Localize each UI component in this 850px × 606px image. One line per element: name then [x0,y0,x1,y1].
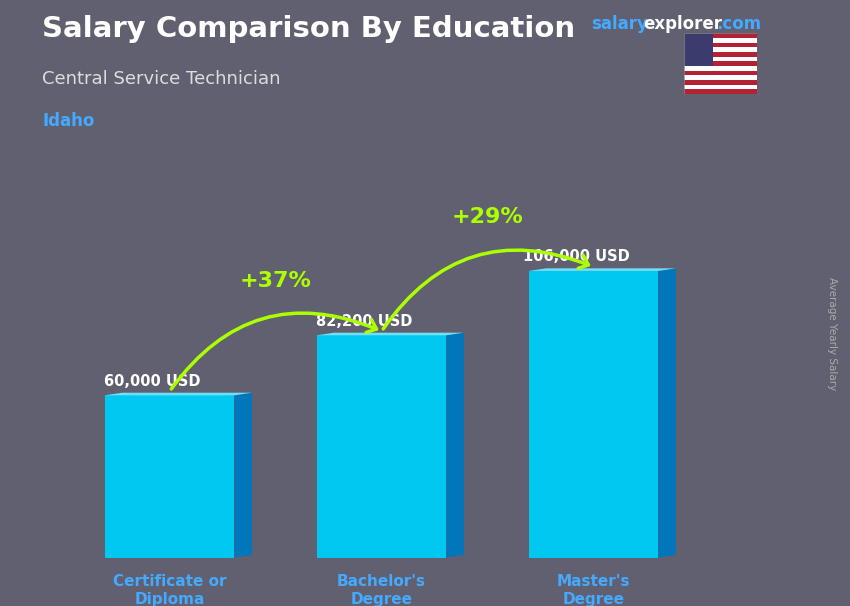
Bar [684,66,756,71]
Bar [317,335,446,558]
Polygon shape [659,268,676,558]
Polygon shape [235,393,252,558]
Bar [684,75,756,80]
Text: Salary Comparison By Education: Salary Comparison By Education [42,15,575,43]
Text: +37%: +37% [240,271,312,291]
Bar [105,395,235,558]
Bar [684,33,713,66]
Polygon shape [529,268,676,271]
Bar [684,61,756,66]
Bar [684,33,756,38]
Bar [684,89,756,94]
Text: explorer: explorer [643,15,722,33]
Polygon shape [446,333,464,558]
Bar [684,56,756,61]
Bar [684,38,756,42]
Text: Central Service Technician: Central Service Technician [42,70,281,88]
Text: Average Yearly Salary: Average Yearly Salary [827,277,837,390]
Text: 106,000 USD: 106,000 USD [523,249,630,264]
Polygon shape [317,333,464,335]
Text: 82,200 USD: 82,200 USD [316,313,412,328]
Bar [684,42,756,47]
Bar [529,271,659,558]
Bar [684,71,756,75]
Text: Master's
Degree: Master's Degree [557,574,631,606]
Polygon shape [105,393,252,395]
Text: salary: salary [591,15,648,33]
Text: 60,000 USD: 60,000 USD [104,373,201,388]
Text: Certificate or
Diploma: Certificate or Diploma [113,574,226,606]
Bar [684,47,756,52]
Bar [684,80,756,85]
Text: +29%: +29% [451,207,524,227]
Bar [684,52,756,56]
Text: .com: .com [717,15,762,33]
Text: Bachelor's
Degree: Bachelor's Degree [337,574,426,606]
Bar [684,85,756,89]
Text: Idaho: Idaho [42,112,95,130]
